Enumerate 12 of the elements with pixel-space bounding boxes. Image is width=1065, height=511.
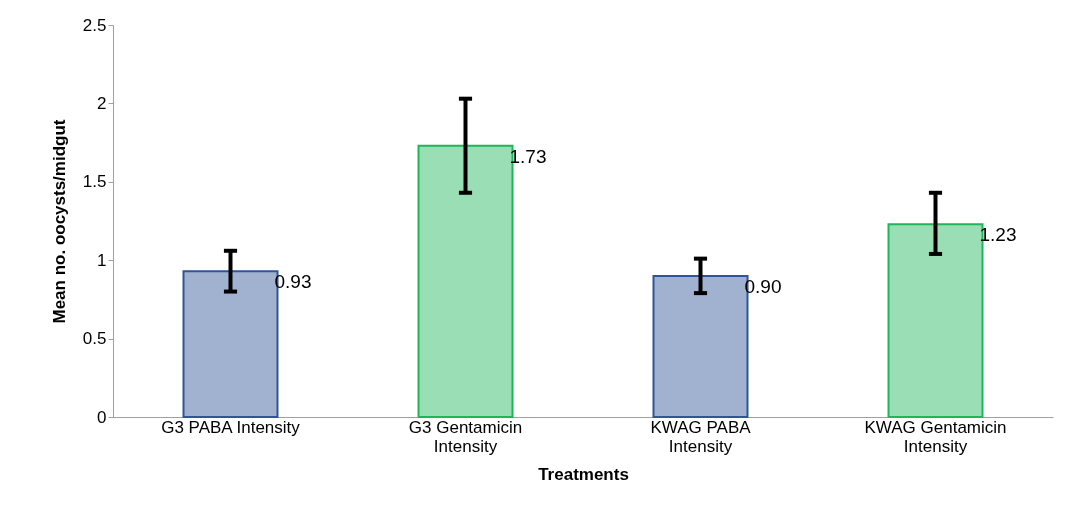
y-tick-label: 0 bbox=[97, 407, 107, 427]
y-tick-label: 2 bbox=[97, 93, 107, 113]
y-tick-label: 1 bbox=[97, 250, 107, 270]
y-tick-label: 1.5 bbox=[82, 172, 107, 192]
y-axis-title: Mean no. oocysts/midgut bbox=[49, 119, 69, 324]
x-tick-label: G3 PABA Intensity bbox=[161, 417, 301, 437]
x-tick-label: KWAG PABA Intensity bbox=[650, 417, 752, 456]
y-tick-label: 0.5 bbox=[82, 329, 107, 349]
y-tick-label: 2.5 bbox=[82, 15, 107, 35]
x-axis-title: Treatments bbox=[538, 464, 629, 484]
x-tick-label: KWAG Gentamicin Intensity bbox=[864, 417, 1007, 456]
x-tick-label: G3 Gentamicin Intensity bbox=[408, 417, 523, 456]
